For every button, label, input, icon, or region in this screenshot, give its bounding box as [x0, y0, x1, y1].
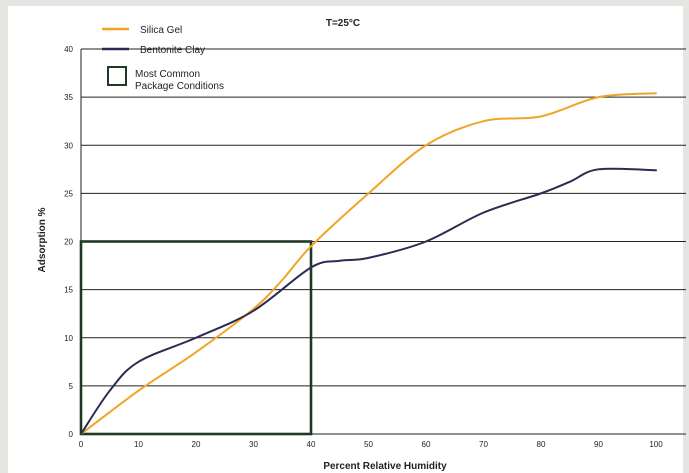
package-conditions-legend-label: Package Conditions — [135, 81, 224, 92]
y-tick-label: 35 — [64, 93, 73, 102]
package-conditions-box — [79, 240, 313, 436]
x-tick-label: 50 — [364, 440, 373, 449]
x-axis-label: Percent Relative Humidity — [323, 461, 447, 472]
x-tick-label: 10 — [134, 440, 143, 449]
plot-panel — [8, 6, 683, 473]
silica-gel-line — [80, 92, 657, 435]
bentonite-clay-legend-label: Bentonite Clay — [140, 45, 205, 56]
y-tick-label: 0 — [69, 430, 74, 439]
package-conditions-legend-label: Most Common — [135, 69, 200, 80]
y-axis-label: Adsorption % — [37, 207, 48, 272]
y-tick-label: 20 — [64, 238, 73, 247]
silica-gel-legend-label: Silica Gel — [140, 25, 182, 36]
x-tick-label: 100 — [649, 440, 663, 449]
x-tick-label: 20 — [192, 440, 201, 449]
y-tick-label: 30 — [64, 141, 73, 150]
chart-title: T=25°C — [326, 18, 360, 29]
y-tick-label: 5 — [69, 382, 74, 391]
x-tick-label: 70 — [479, 440, 488, 449]
x-tick-label: 90 — [594, 440, 603, 449]
x-tick-label: 30 — [249, 440, 258, 449]
y-tick-label: 10 — [64, 334, 73, 343]
bentonite-clay-line — [80, 167, 657, 435]
package-conditions-legend-swatch — [107, 66, 127, 86]
y-tick-label: 40 — [64, 45, 73, 54]
x-tick-label: 0 — [79, 440, 84, 449]
x-tick-label: 80 — [537, 440, 546, 449]
x-tick-label: 60 — [422, 440, 431, 449]
x-tick-label: 40 — [307, 440, 316, 449]
y-tick-label: 25 — [64, 189, 73, 198]
y-tick-label: 15 — [64, 286, 73, 295]
